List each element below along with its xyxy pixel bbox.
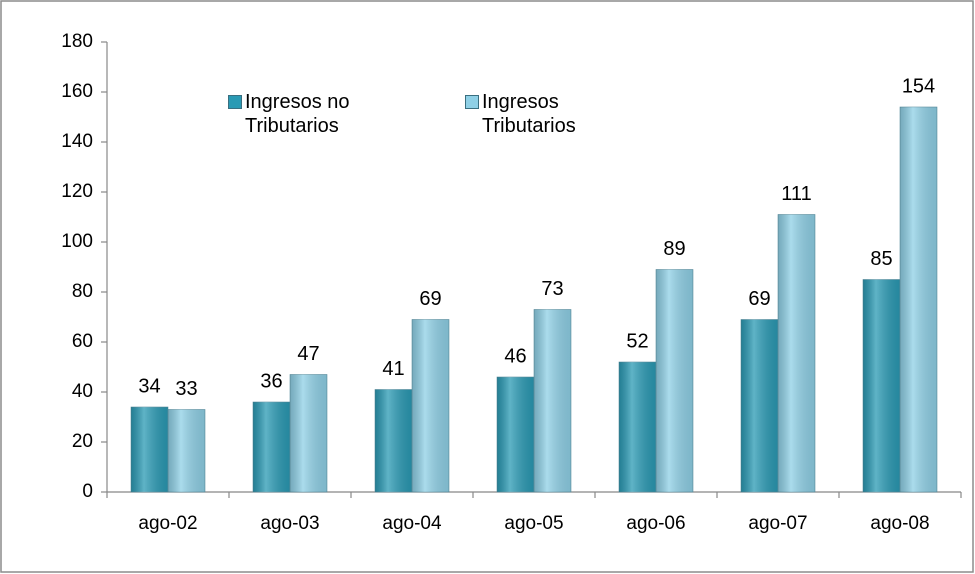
x-tick-label: ago-06	[626, 513, 685, 534]
data-label: 34	[138, 375, 160, 397]
x-tick-label: ago-02	[138, 513, 197, 534]
data-label: 36	[260, 370, 282, 392]
x-tick-label: ago-07	[748, 513, 807, 534]
bar-shine	[534, 309, 571, 492]
data-label: 69	[748, 288, 770, 310]
data-label: 52	[626, 330, 648, 352]
bar-shine	[656, 269, 693, 492]
bar-shine	[900, 107, 937, 492]
data-label: 111	[781, 183, 811, 205]
data-label: 46	[504, 345, 526, 367]
legend-swatch	[228, 95, 242, 109]
bar-shine	[863, 279, 900, 492]
data-label: 85	[870, 248, 892, 270]
x-tick-label: ago-05	[504, 513, 563, 534]
x-tick-label: ago-04	[382, 513, 442, 534]
bar-shine	[290, 374, 327, 492]
x-tick-label: ago-03	[260, 513, 319, 534]
y-tick-label: 60	[72, 331, 93, 352]
bar-shine	[131, 407, 168, 492]
y-tick-label: 0	[82, 481, 93, 502]
data-label: 154	[902, 75, 935, 97]
bar-shine	[375, 389, 412, 492]
bar-shine	[741, 319, 778, 492]
legend-item: Ingresos no Tributarios	[228, 90, 370, 138]
data-label: 33	[175, 378, 197, 400]
bar-shine	[253, 402, 290, 492]
data-label: 47	[297, 343, 319, 365]
data-label: 41	[382, 358, 404, 380]
x-tick-label: ago-08	[870, 513, 929, 534]
y-tick-label: 180	[61, 31, 93, 52]
data-label: 73	[541, 278, 563, 300]
bar-shine	[168, 409, 205, 492]
data-label: 89	[663, 238, 685, 260]
legend-swatch	[465, 95, 479, 109]
legend-item: Ingresos Tributarios	[465, 90, 607, 138]
bar-shine	[497, 377, 534, 492]
bar-shine	[619, 362, 656, 492]
y-tick-label: 20	[72, 431, 93, 452]
bar-shine	[778, 214, 815, 492]
y-tick-label: 120	[61, 181, 93, 202]
data-label: 69	[419, 288, 441, 310]
y-tick-label: 80	[72, 281, 93, 302]
legend-label: Ingresos Tributarios	[482, 91, 576, 137]
y-tick-label: 140	[61, 131, 93, 152]
y-tick-label: 40	[72, 381, 93, 402]
legend-label: Ingresos no Tributarios	[245, 91, 350, 137]
bar-shine	[412, 319, 449, 492]
y-tick-label: 100	[61, 231, 93, 252]
y-tick-label: 160	[61, 81, 93, 102]
